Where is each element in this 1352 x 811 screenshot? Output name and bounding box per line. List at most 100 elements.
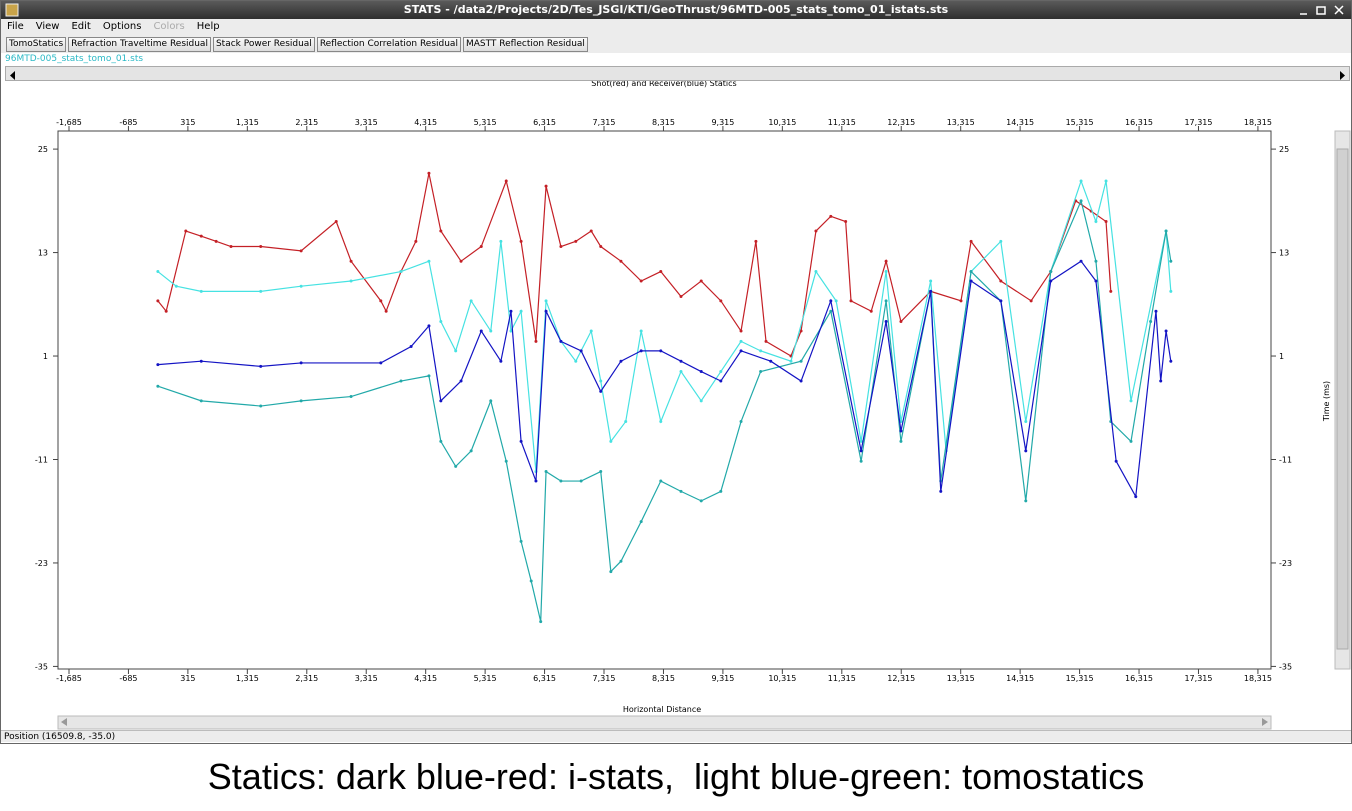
data-point bbox=[414, 239, 418, 243]
window-controls[interactable] bbox=[1297, 3, 1347, 17]
data-point bbox=[599, 245, 603, 249]
data-point bbox=[719, 489, 723, 493]
menu-item[interactable]: Colors bbox=[153, 21, 185, 32]
data-point bbox=[427, 171, 431, 175]
data-point bbox=[1079, 259, 1083, 263]
chart: Shot(red) and Receiver(blue) Statics Hor… bbox=[35, 79, 1351, 742]
menu-item[interactable]: Edit bbox=[71, 21, 91, 32]
data-point bbox=[499, 359, 503, 363]
scroll-thumb[interactable] bbox=[1336, 148, 1349, 650]
data-point bbox=[599, 389, 603, 393]
data-point bbox=[1114, 459, 1118, 463]
data-point bbox=[544, 299, 548, 303]
data-point bbox=[349, 259, 353, 263]
data-point bbox=[599, 470, 603, 474]
toolbar-button[interactable]: Stack Power Residual bbox=[212, 37, 315, 52]
y-tick-label: -23 bbox=[35, 559, 48, 568]
y-tick-label: -35 bbox=[1279, 662, 1292, 671]
data-point bbox=[899, 320, 903, 324]
x-tick-label: 8,315 bbox=[652, 118, 675, 127]
x-tick-label: 4,315 bbox=[414, 674, 437, 683]
x-tick-label: -1,685 bbox=[56, 118, 82, 127]
data-point bbox=[259, 404, 263, 408]
toolbar-button[interactable]: TomoStatics bbox=[6, 37, 67, 52]
x-tick-label: 1,315 bbox=[236, 674, 259, 683]
status-bar: Position (16509.8, -35.0) bbox=[1, 730, 1351, 742]
data-point bbox=[999, 299, 1003, 303]
data-point bbox=[639, 349, 643, 353]
data-point bbox=[799, 379, 803, 383]
data-point bbox=[639, 279, 643, 283]
top-scrollbar[interactable] bbox=[5, 66, 1350, 81]
data-point bbox=[719, 379, 723, 383]
menu-item[interactable]: Options bbox=[102, 21, 142, 32]
data-point bbox=[659, 349, 663, 353]
x-tick-label: 13,315 bbox=[947, 118, 975, 127]
data-point bbox=[156, 270, 160, 274]
data-point bbox=[849, 299, 853, 303]
data-point bbox=[199, 399, 203, 403]
data-point bbox=[199, 234, 203, 238]
x-tick-label: 315 bbox=[180, 118, 195, 127]
data-point bbox=[559, 479, 563, 483]
data-point bbox=[259, 289, 263, 293]
caption: Statics: dark blue-red: i-stats, light b… bbox=[207, 756, 1145, 797]
x-tick-label: 13,315 bbox=[947, 674, 975, 683]
series-line bbox=[157, 179, 1172, 472]
data-point bbox=[844, 220, 848, 224]
horizontal-scrollbar[interactable] bbox=[57, 715, 1272, 730]
data-point bbox=[1024, 420, 1028, 424]
y-axis-label: Time (ms) bbox=[1322, 381, 1331, 422]
data-point bbox=[834, 299, 838, 303]
x-tick-label: 11,315 bbox=[828, 118, 856, 127]
data-point bbox=[489, 399, 493, 403]
data-point bbox=[739, 339, 743, 343]
data-point bbox=[829, 299, 833, 303]
data-point bbox=[624, 420, 628, 424]
data-point bbox=[699, 399, 703, 403]
data-point bbox=[544, 184, 548, 188]
data-point bbox=[439, 320, 443, 324]
data-point bbox=[789, 359, 793, 363]
data-point bbox=[814, 229, 818, 233]
data-point bbox=[509, 329, 513, 333]
data-point bbox=[659, 420, 663, 424]
data-point bbox=[859, 439, 863, 443]
x-tick-label: 2,315 bbox=[295, 674, 318, 683]
data-point bbox=[1029, 299, 1033, 303]
x-tick-label: 15,315 bbox=[1066, 674, 1094, 683]
menu-item[interactable]: View bbox=[35, 21, 60, 32]
data-point bbox=[1149, 320, 1153, 324]
toolbar-button[interactable]: Refraction Traveltime Residual bbox=[68, 37, 211, 52]
data-point bbox=[929, 279, 933, 283]
x-tick-label: 11,315 bbox=[828, 674, 856, 683]
toolbar-button[interactable]: Reflection Correlation Residual bbox=[316, 37, 461, 52]
menu-item[interactable]: File bbox=[7, 21, 24, 32]
data-point bbox=[199, 359, 203, 363]
y-tick-label: 1 bbox=[43, 352, 48, 361]
x-axis-label: Horizontal Distance bbox=[623, 705, 701, 714]
data-point bbox=[156, 384, 160, 388]
data-point bbox=[739, 349, 743, 353]
data-point bbox=[969, 279, 973, 283]
x-tick-label: 9,315 bbox=[711, 118, 734, 127]
data-point bbox=[1129, 399, 1133, 403]
data-point bbox=[469, 299, 473, 303]
menu-item[interactable]: Help bbox=[196, 21, 220, 32]
data-point bbox=[1164, 329, 1168, 333]
data-point bbox=[1169, 289, 1173, 293]
series-line bbox=[157, 260, 1172, 499]
data-point bbox=[534, 339, 538, 343]
data-point bbox=[1134, 495, 1138, 499]
data-point bbox=[719, 370, 723, 374]
x-tick-label: 9,315 bbox=[711, 674, 734, 683]
data-point bbox=[499, 239, 503, 243]
data-point bbox=[884, 270, 888, 274]
data-point bbox=[869, 309, 873, 313]
data-point bbox=[1104, 179, 1108, 183]
data-point bbox=[427, 374, 431, 378]
plot-frame bbox=[57, 130, 1272, 670]
toolbar-button[interactable]: MASTT Reflection Residual bbox=[462, 37, 588, 52]
data-point bbox=[899, 439, 903, 443]
data-point bbox=[199, 289, 203, 293]
